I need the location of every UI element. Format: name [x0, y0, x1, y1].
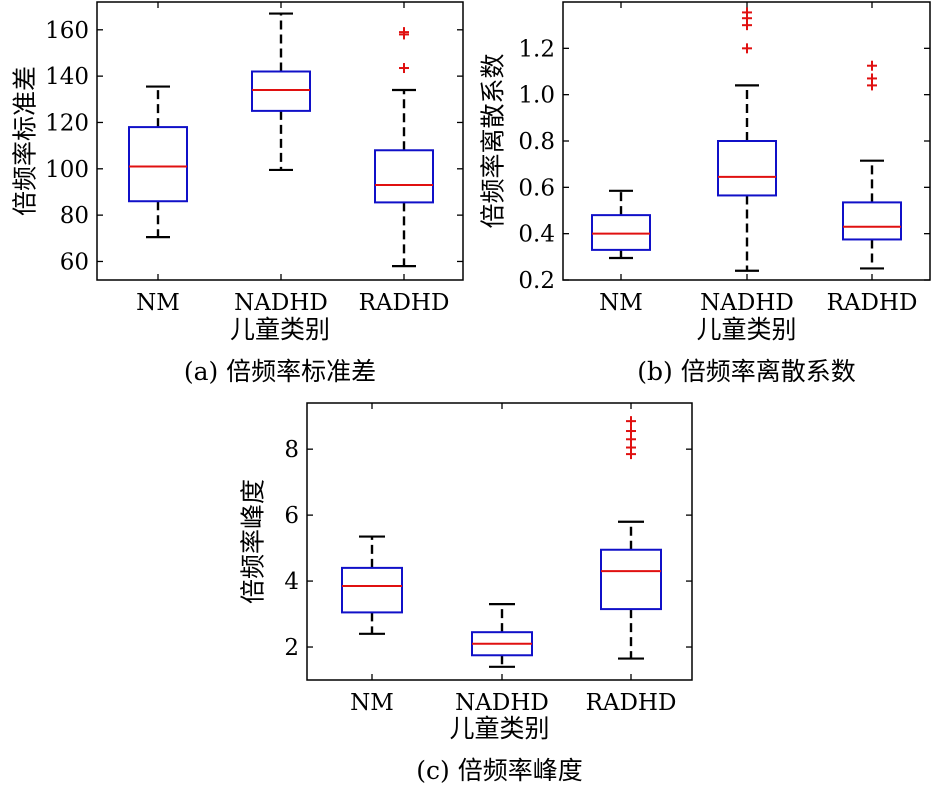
box-radhd: [842, 60, 902, 270]
outlier-marker: [399, 27, 409, 38]
box-nadhd: [251, 12, 311, 172]
iqr-box: [600, 548, 662, 611]
chart-panel-2: 0.2 0.4 0.6 0.8 1.0 1.2 NM NADHD RADHD 倍频率离散系数儿童类…: [479, 1, 931, 386]
iqr-box: [591, 214, 651, 251]
y-axis-label: 倍频率峰度: [239, 479, 268, 604]
outlier-marker: [399, 63, 409, 74]
y-tick-label: 0.4: [518, 222, 555, 248]
y-tick-label: 4: [284, 569, 299, 595]
iqr-box: [341, 566, 403, 614]
plot-frame: [306, 402, 693, 681]
x-axis-label: 儿童类别: [449, 714, 549, 743]
iqr-box: [251, 70, 311, 112]
y-tick-label: 2: [284, 635, 299, 661]
x-tick-label: NM: [599, 290, 643, 316]
x-axis-label: 儿童类别: [230, 315, 330, 344]
panel-caption: (b) 倍频率离散系数: [637, 357, 855, 386]
y-tick-label: 6: [284, 503, 299, 529]
box-nm: [128, 85, 188, 239]
iqr-box: [374, 149, 434, 204]
box-nadhd: [471, 603, 533, 668]
y-tick-label: 1.0: [518, 83, 555, 109]
y-tick-label: 140: [45, 64, 89, 90]
y-axis-label: 倍频率离散系数: [479, 53, 508, 228]
outlier-marker: [742, 7, 752, 18]
outlier-marker: [742, 43, 752, 54]
plot-frame: [96, 1, 464, 281]
outlier-marker: [626, 416, 636, 427]
x-tick-label: NADHD: [234, 290, 328, 316]
x-tick-label: RADHD: [586, 690, 677, 716]
x-tick-label: NM: [350, 690, 394, 716]
y-tick-label: 80: [60, 203, 89, 229]
x-tick-label: NADHD: [700, 290, 794, 316]
y-tick-label: 0.8: [518, 129, 555, 155]
box-nm: [591, 189, 651, 260]
y-tick-label: 1.2: [518, 36, 555, 62]
iqr-box: [128, 126, 188, 203]
outlier-marker: [867, 60, 877, 71]
panel-caption: (a) 倍频率标准差: [184, 357, 376, 386]
x-tick-label: NADHD: [455, 690, 549, 716]
outlier-marker: [626, 426, 636, 437]
box-radhd: [374, 27, 434, 268]
y-tick-label: 120: [45, 110, 89, 136]
x-tick-label: NM: [136, 290, 180, 316]
x-axis-label: 儿童类别: [696, 315, 796, 344]
box-radhd: [600, 416, 662, 660]
iqr-box: [842, 201, 902, 241]
y-tick-label: 160: [45, 18, 89, 44]
y-tick-label: 8: [284, 437, 299, 463]
y-axis-label: 倍频率标准差: [11, 66, 40, 216]
box-nadhd: [717, 7, 777, 272]
y-tick-label: 0.6: [518, 175, 555, 201]
y-tick-label: 0.2: [518, 268, 555, 294]
iqr-box: [717, 140, 777, 197]
outlier-marker: [867, 73, 877, 84]
x-tick-label: RADHD: [827, 290, 918, 316]
x-tick-label: RADHD: [359, 290, 450, 316]
y-tick-label: 100: [45, 157, 89, 183]
y-tick-label: 60: [60, 249, 89, 275]
panel-caption: (c) 倍频率峰度: [416, 756, 582, 785]
box-nm: [341, 535, 403, 635]
